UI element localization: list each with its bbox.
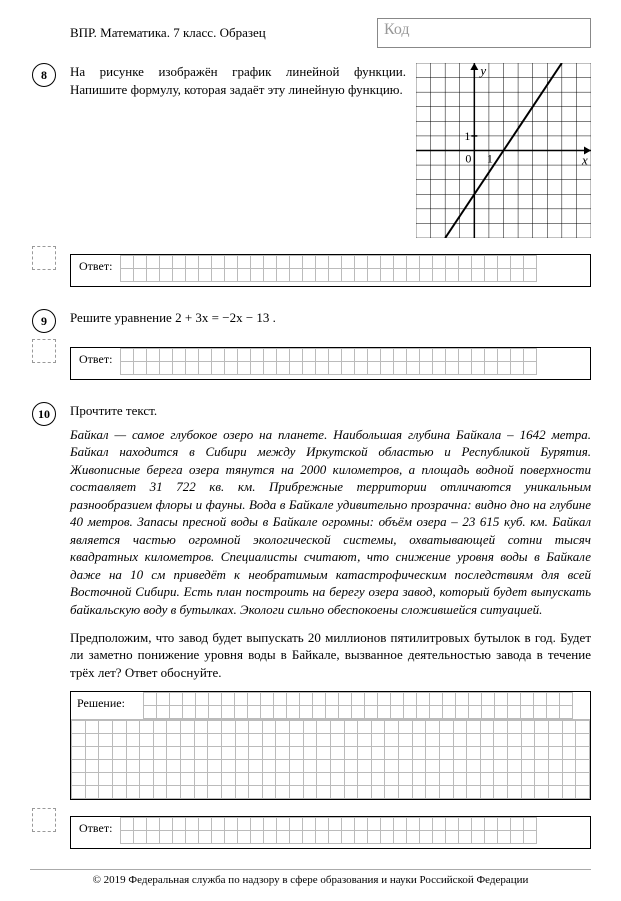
- problem-9: 9 Решите уравнение 2 + 3x = −2x − 13 .: [30, 309, 591, 333]
- svg-text:1: 1: [464, 129, 470, 143]
- problem-number: 10: [32, 402, 56, 426]
- score-box[interactable]: [32, 339, 56, 363]
- problem-question: Предположим, что завод будет выпускать 2…: [70, 629, 591, 682]
- problem-body: Байкал — самое глубокое озеро на планете…: [70, 426, 591, 619]
- header-title: ВПР. Математика. 7 класс. Образец: [70, 25, 266, 41]
- score-box[interactable]: [32, 808, 56, 832]
- svg-text:x: x: [581, 153, 588, 168]
- linear-function-chart: 0 1 1 x y: [416, 63, 591, 238]
- answer-label: Ответ:: [71, 817, 120, 840]
- problem-10: 10 Прочтите текст. Байкал — самое глубок…: [30, 402, 591, 800]
- problem-heading: Прочтите текст.: [70, 402, 591, 420]
- page-header: ВПР. Математика. 7 класс. Образец Код: [30, 18, 591, 48]
- solution-label: Решение:: [71, 692, 143, 715]
- svg-text:y: y: [478, 63, 486, 78]
- answer-label: Ответ:: [71, 255, 120, 278]
- svg-text:0: 0: [465, 152, 471, 166]
- problem-text: На рисунке изображён график линейной фун…: [70, 63, 406, 238]
- problem-8: 8 На рисунке изображён график линейной ф…: [30, 63, 591, 238]
- problem-number: 8: [32, 63, 56, 87]
- code-input[interactable]: Код: [377, 18, 591, 48]
- answer-label: Ответ:: [71, 348, 120, 371]
- equation-prefix: Решите уравнение: [70, 310, 175, 325]
- svg-text:1: 1: [487, 152, 493, 166]
- problem-text: Решите уравнение 2 + 3x = −2x − 13 .: [70, 309, 591, 327]
- problem-number: 9: [32, 309, 56, 333]
- solution-area[interactable]: Решение:: [70, 691, 591, 800]
- answer-area-8[interactable]: Ответ:: [70, 254, 591, 287]
- answer-area-9[interactable]: Ответ:: [70, 347, 591, 380]
- equation: 2 + 3x = −2x − 13 .: [175, 310, 276, 325]
- score-box[interactable]: [32, 246, 56, 270]
- page-footer: © 2019 Федеральная служба по надзору в с…: [30, 869, 591, 886]
